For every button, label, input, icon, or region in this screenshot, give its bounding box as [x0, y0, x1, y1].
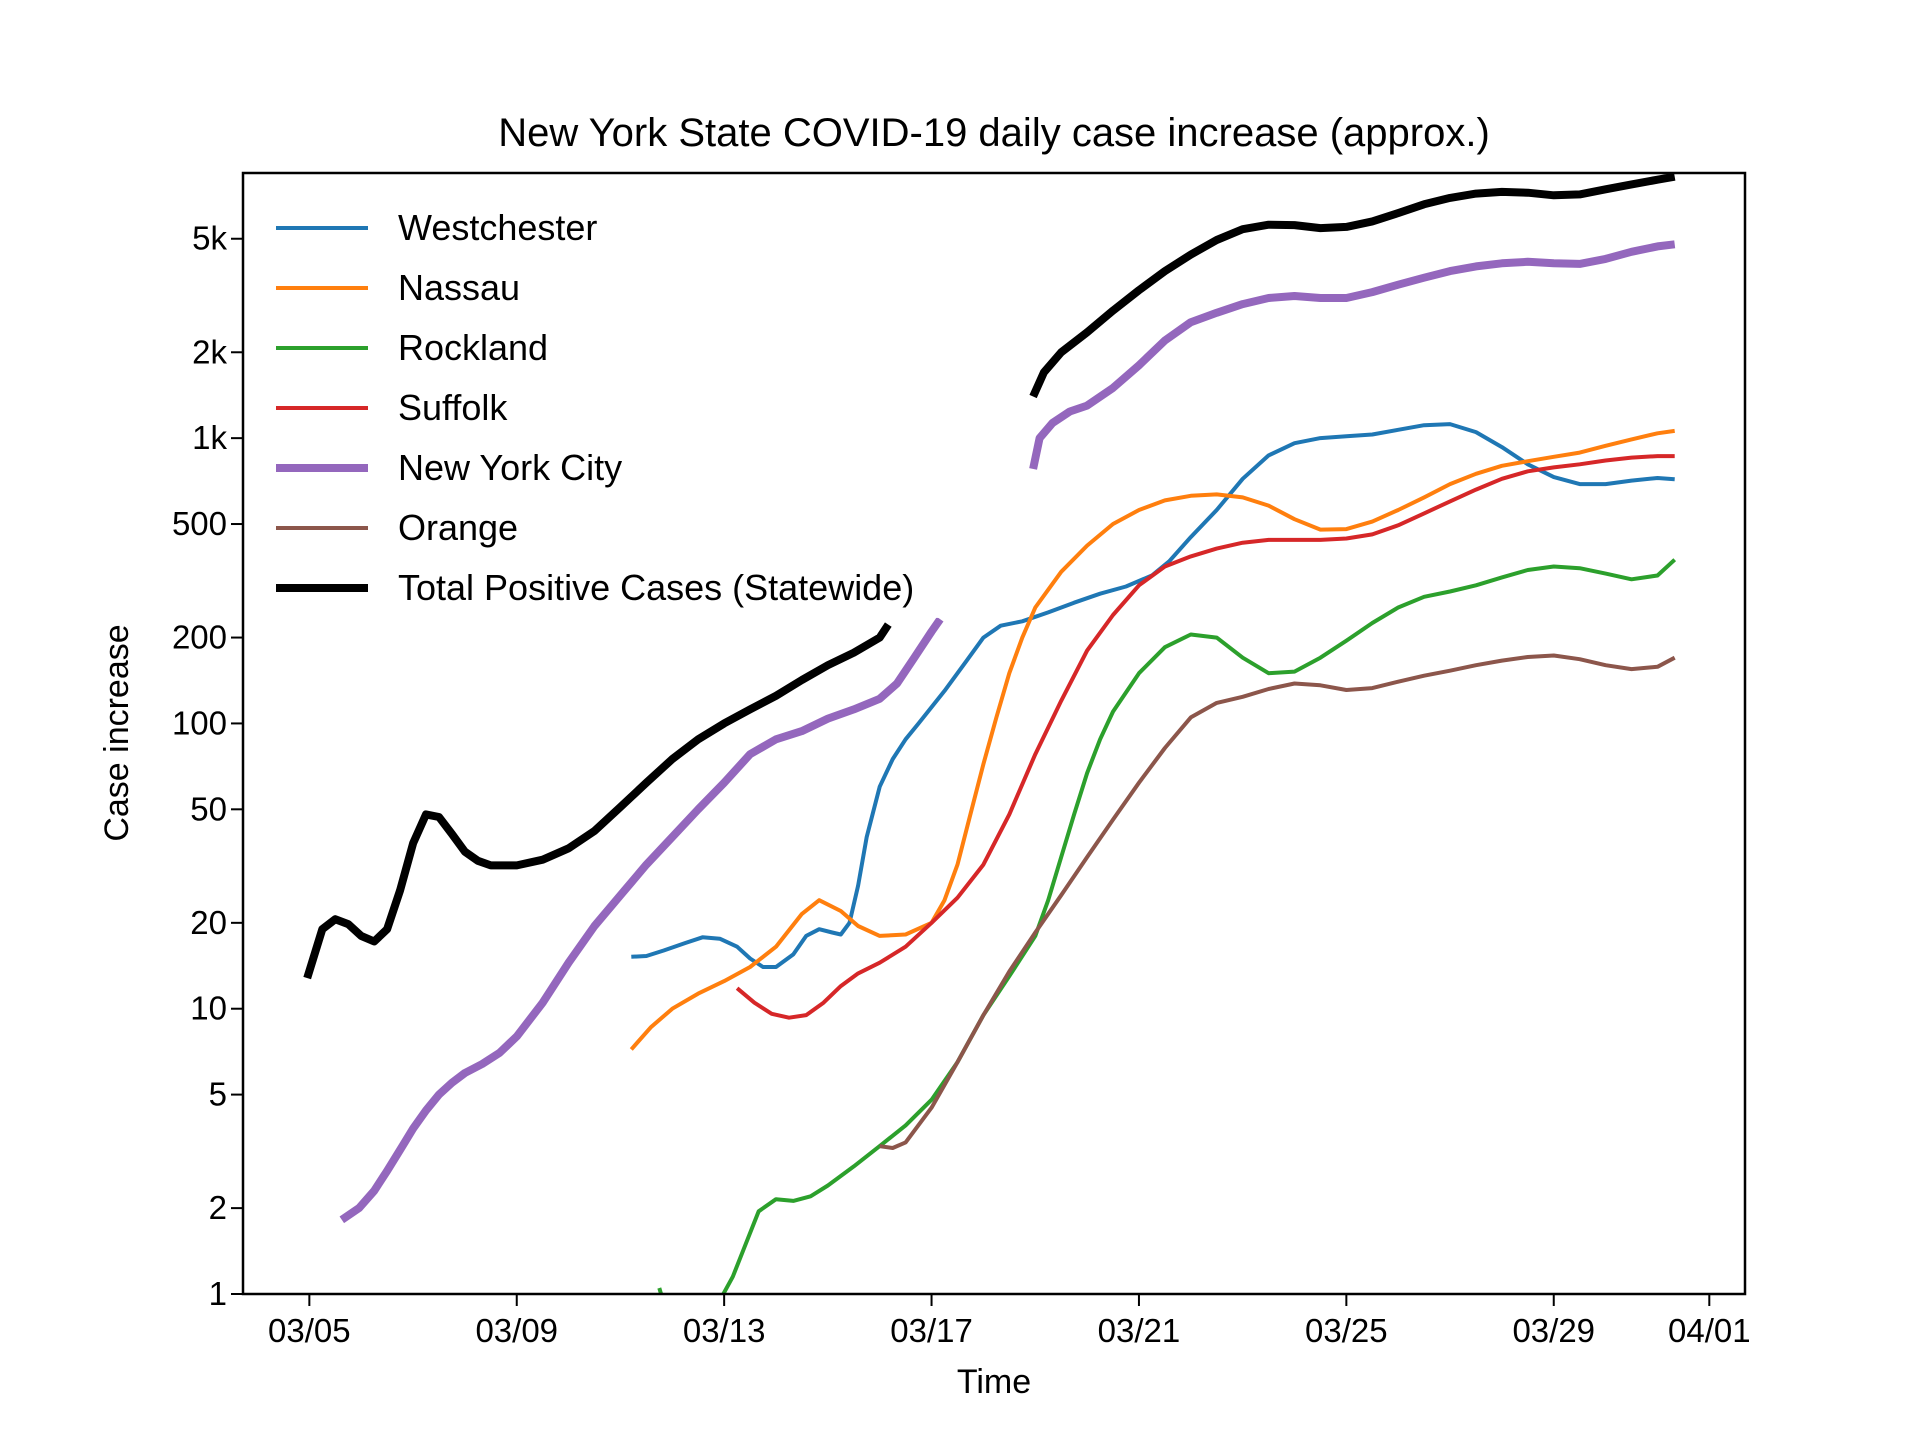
legend: Westchester Nassau Rockland Suffolk New York… — [258, 193, 1018, 618]
x-tick-label: 03/25 — [1305, 1312, 1388, 1349]
series-line-nassau — [629, 428, 1675, 1051]
y-tick-label: 200 — [172, 619, 227, 656]
y-tick-label: 2 — [209, 1189, 227, 1226]
x-tick-label: 04/01 — [1668, 1312, 1751, 1349]
plot-frame — [241, 171, 1747, 1296]
series-line-westchester — [631, 422, 1675, 969]
series-layer — [303, 173, 1677, 1294]
legend-label-rockland: Rockland — [398, 327, 548, 368]
legend-label-westchester: Westchester — [398, 207, 597, 248]
y-tick-label: 50 — [190, 790, 227, 827]
y-tick-label: 500 — [172, 505, 227, 542]
legend-background — [258, 193, 1018, 618]
x-tick-label: 03/21 — [1098, 1312, 1181, 1349]
y-tick-label: 1 — [209, 1275, 227, 1312]
series-line-total-positive-cases-statewide — [303, 622, 892, 980]
y-tick-label: 100 — [172, 704, 227, 741]
y-axis: 1 2 5 10 20 50 100 200 500 1k 2k 5k — [172, 220, 243, 1312]
legend-label-nassau: Nassau — [398, 267, 520, 308]
legend-label-orange: Orange — [398, 507, 518, 548]
y-tick-label: 10 — [190, 990, 227, 1027]
y-tick-label: 20 — [190, 904, 227, 941]
x-tick-label: 03/13 — [683, 1312, 766, 1349]
y-tick-label: 1k — [192, 419, 227, 456]
y-axis-label: Case increase — [98, 624, 136, 841]
x-tick-label: 03/17 — [890, 1312, 973, 1349]
x-axis-label: Time — [957, 1363, 1031, 1401]
series-group — [303, 173, 1677, 1294]
x-tick-label: 03/09 — [475, 1312, 558, 1349]
legend-label-new-york-city: New York City — [398, 447, 622, 488]
legend-label-total-positive-cases-statewide: Total Positive Cases (Statewide) — [398, 567, 914, 608]
x-axis: 03/05 03/09 03/13 03/17 03/21 03/25 03/29 04/01 — [268, 1294, 1751, 1349]
legend-label-suffolk: Suffolk — [398, 387, 508, 428]
x-tick-label: 03/05 — [268, 1312, 351, 1349]
y-tick-label: 5k — [192, 220, 227, 257]
series-line-new-york-city — [339, 616, 944, 1224]
y-tick-label: 5 — [209, 1076, 227, 1113]
series-line-rockland — [721, 558, 1677, 1294]
series-line-suffolk — [735, 454, 1675, 1020]
y-tick-label: 2k — [192, 333, 227, 370]
series-line-rockland — [657, 1287, 664, 1294]
series-line-new-york-city — [1029, 240, 1676, 470]
chart-title: New York State COVID-19 daily case incre… — [498, 111, 1490, 155]
x-tick-label: 03/29 — [1512, 1312, 1595, 1349]
series-line-total-positive-cases-statewide — [1029, 173, 1676, 399]
series-line-orange — [879, 653, 1676, 1150]
